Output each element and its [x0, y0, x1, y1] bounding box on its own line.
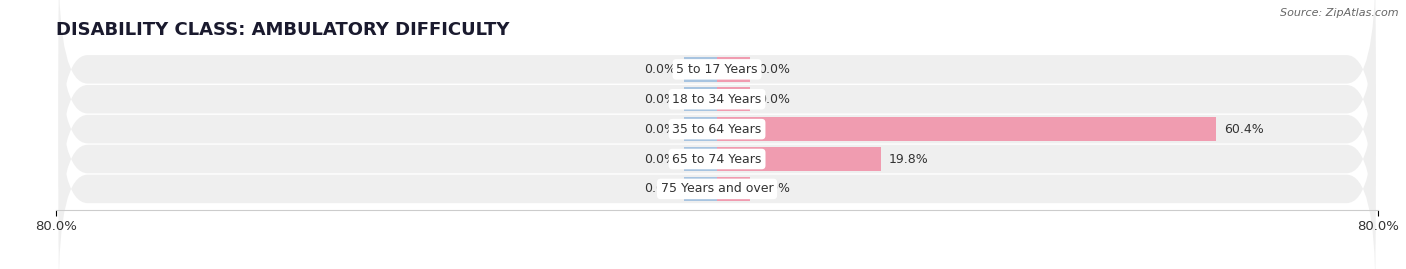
Text: 0.0%: 0.0% [644, 63, 676, 76]
Text: 75 Years and over: 75 Years and over [661, 182, 773, 195]
Text: 0.0%: 0.0% [758, 63, 790, 76]
Text: 0.0%: 0.0% [644, 153, 676, 165]
Bar [685, 117, 717, 141]
Text: DISABILITY CLASS: AMBULATORY DIFFICULTY: DISABILITY CLASS: AMBULATORY DIFFICULTY [56, 20, 510, 38]
Bar [717, 177, 751, 201]
Bar [717, 117, 1216, 141]
Bar [685, 87, 717, 111]
Bar [717, 87, 751, 111]
FancyBboxPatch shape [59, 54, 1375, 264]
Text: 18 to 34 Years: 18 to 34 Years [672, 93, 762, 106]
Bar [685, 177, 717, 201]
FancyBboxPatch shape [59, 0, 1375, 204]
Bar [717, 147, 880, 171]
Text: 0.0%: 0.0% [644, 182, 676, 195]
Bar [717, 57, 751, 82]
Bar [685, 57, 717, 82]
Text: 0.0%: 0.0% [758, 182, 790, 195]
Text: 65 to 74 Years: 65 to 74 Years [672, 153, 762, 165]
FancyBboxPatch shape [59, 24, 1375, 234]
FancyBboxPatch shape [59, 0, 1375, 174]
Text: 60.4%: 60.4% [1225, 123, 1264, 136]
Text: 5 to 17 Years: 5 to 17 Years [676, 63, 758, 76]
Text: 0.0%: 0.0% [644, 93, 676, 106]
Text: 19.8%: 19.8% [889, 153, 928, 165]
Text: Source: ZipAtlas.com: Source: ZipAtlas.com [1281, 8, 1399, 18]
Text: 0.0%: 0.0% [758, 93, 790, 106]
Legend: Male, Female: Male, Female [652, 264, 782, 269]
Text: 0.0%: 0.0% [644, 123, 676, 136]
FancyBboxPatch shape [59, 84, 1375, 269]
Bar [685, 147, 717, 171]
Text: 35 to 64 Years: 35 to 64 Years [672, 123, 762, 136]
